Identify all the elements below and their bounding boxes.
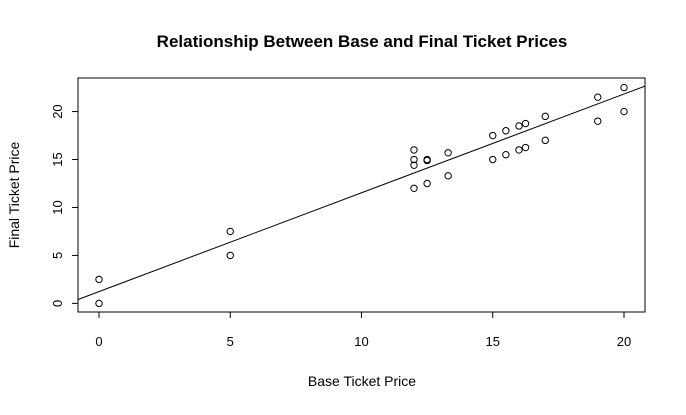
data-point <box>489 131 497 140</box>
data-point <box>410 161 418 169</box>
y-tick-label: 5 <box>50 252 65 259</box>
regression-line <box>77 85 646 300</box>
data-point <box>95 275 103 284</box>
regression-line-layer <box>77 85 646 300</box>
data-point <box>594 93 602 101</box>
data-point <box>502 127 510 135</box>
data-point <box>410 146 418 154</box>
data-point <box>95 299 103 308</box>
data-point <box>444 172 452 180</box>
data-point <box>502 151 510 159</box>
y-tick-label: 20 <box>50 104 65 118</box>
plot-frame <box>77 77 646 313</box>
x-tick-label: 20 <box>617 334 631 349</box>
data-point <box>423 155 431 164</box>
data-point <box>444 149 452 157</box>
data-point <box>226 227 234 236</box>
data-points <box>95 83 628 308</box>
data-point <box>620 107 628 116</box>
data-point <box>423 179 431 188</box>
data-point <box>541 136 549 145</box>
y-tick-label: 0 <box>50 300 65 307</box>
data-point <box>226 251 234 260</box>
data-point <box>410 155 418 164</box>
data-point <box>521 143 530 152</box>
data-point <box>515 122 523 130</box>
data-point <box>489 155 497 164</box>
data-point <box>410 184 418 192</box>
data-point <box>521 119 530 128</box>
y-axis-label: Final Ticket Price <box>6 141 22 248</box>
y-tick-label: 10 <box>50 200 65 214</box>
data-point <box>594 117 602 125</box>
x-tick-label: 15 <box>486 334 500 349</box>
data-point <box>620 83 628 92</box>
data-point <box>515 146 523 154</box>
x-tick-label: 0 <box>95 334 102 349</box>
x-tick-label: 5 <box>227 334 234 349</box>
chart-title: Relationship Between Base and Final Tick… <box>157 32 568 51</box>
x-axis-label: Base Ticket Price <box>308 373 416 389</box>
y-tick-label: 15 <box>50 152 65 166</box>
data-point <box>541 112 549 121</box>
x-tick-label: 10 <box>354 334 368 349</box>
x-axis: 0 5 10 15 20 <box>95 312 631 349</box>
y-axis: 0 5 10 15 20 <box>50 104 78 307</box>
